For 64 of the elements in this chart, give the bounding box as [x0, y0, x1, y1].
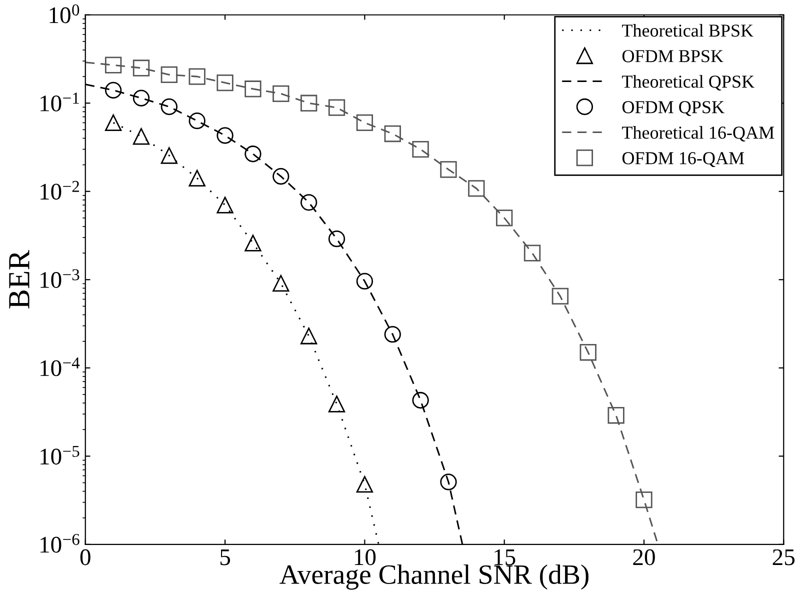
point	[216, 127, 234, 144]
point	[104, 82, 122, 99]
y-tick-label: 10$^{−3}$	[40, 269, 80, 288]
point	[328, 99, 346, 116]
point	[468, 180, 485, 197]
point	[356, 272, 374, 290]
y-tick-label: 10$^{0}$	[50, 4, 80, 24]
point	[188, 112, 206, 130]
point	[440, 474, 457, 490]
x-tick-label: 15	[494, 549, 516, 566]
point	[160, 98, 178, 116]
legend-label: Theoretical QPSK	[622, 75, 754, 90]
point	[440, 161, 457, 178]
point	[384, 326, 401, 343]
point	[104, 56, 122, 74]
point	[244, 234, 262, 252]
point	[300, 194, 318, 211]
y-tick-label: 10$^{−6}$	[40, 534, 80, 553]
point	[132, 128, 150, 145]
point	[580, 344, 596, 361]
point	[412, 140, 429, 158]
point	[552, 288, 569, 304]
x-axis-title: Average Channel SNR (dB)	[280, 564, 588, 590]
point	[216, 196, 234, 214]
point	[524, 244, 541, 262]
y-axis-title: BER	[9, 250, 30, 308]
point	[328, 396, 346, 412]
legend-label: Theoretical BPSK	[622, 24, 754, 37]
point	[384, 125, 401, 142]
x-tick-label: 10	[354, 549, 376, 566]
point	[272, 168, 290, 185]
point	[496, 210, 513, 226]
point	[160, 147, 178, 164]
legend-label: OFDM 16-QAM	[622, 152, 744, 168]
point	[104, 114, 122, 132]
point	[328, 230, 346, 248]
y-tick-label: 10$^{−2}$	[40, 180, 79, 200]
point	[188, 170, 206, 187]
point	[216, 74, 234, 92]
x-tick-label: 0	[80, 549, 90, 566]
point	[244, 146, 262, 162]
point	[412, 392, 429, 409]
legend-label: OFDM BPSK	[622, 50, 724, 62]
y-tick-label: 10$^{−4}$	[40, 357, 80, 376]
point	[188, 68, 206, 85]
point	[300, 328, 318, 344]
point	[356, 476, 374, 493]
point	[636, 492, 652, 508]
y-tick-label: 10$^{−5}$	[40, 446, 80, 465]
legend-label: Theoretical 16-QAM	[622, 126, 774, 142]
point	[272, 85, 290, 102]
point	[160, 66, 178, 84]
x-tick-label: 25	[772, 549, 795, 566]
point	[132, 60, 150, 76]
legend-label: OFDM QPSK	[622, 101, 724, 116]
point	[356, 114, 374, 132]
point	[132, 90, 150, 106]
point	[244, 80, 262, 98]
point	[300, 94, 318, 112]
y-tick-label: 10$^{−1}$	[40, 92, 79, 112]
x-tick-label: 20	[633, 549, 655, 566]
point	[608, 407, 624, 424]
point	[272, 274, 290, 292]
x-tick-label: 5	[220, 550, 230, 566]
